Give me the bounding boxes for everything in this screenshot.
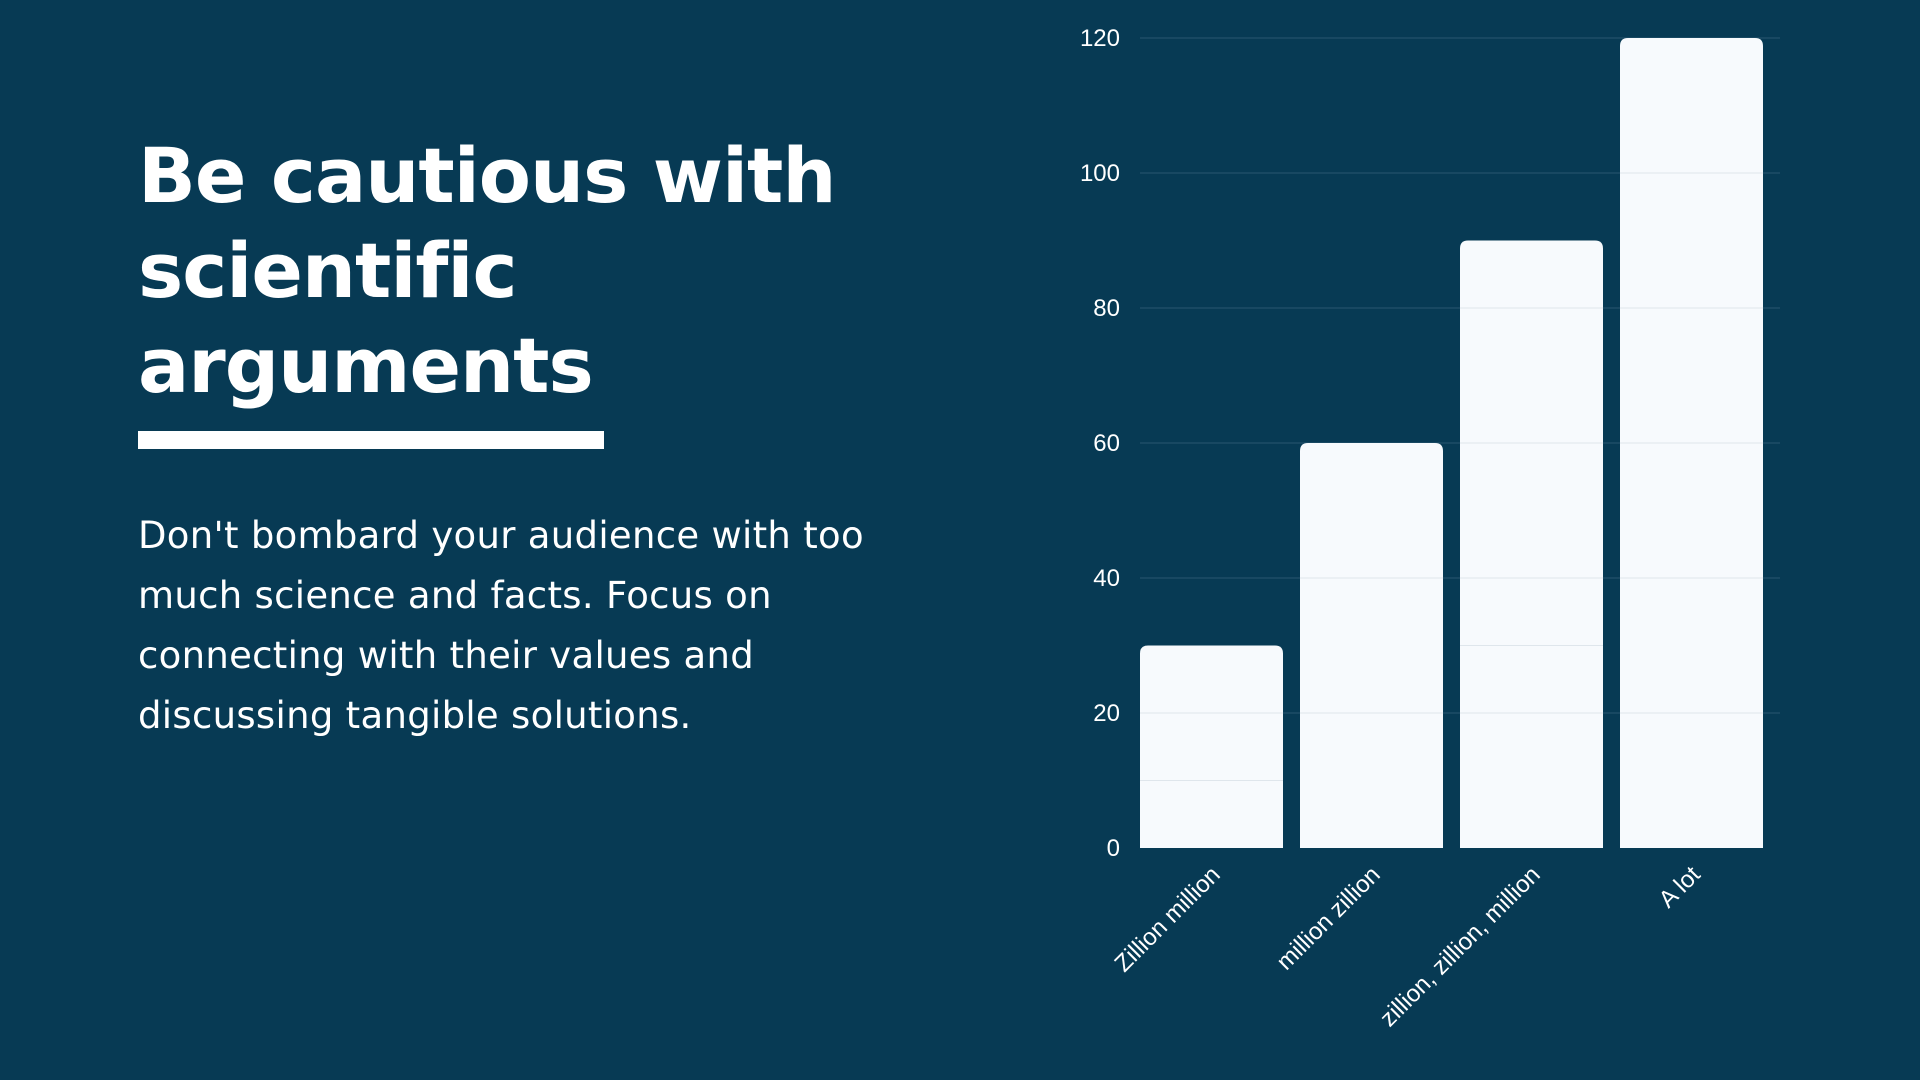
y-tick-labels: 0 20 40 60 80 100 120 [1080,25,1120,862]
bars [1140,38,1763,848]
x-tick-label: A lot [1654,861,1706,913]
bar-chart: 0 20 40 60 80 100 120 Zillion million million z… [1040,0,1840,1080]
x-tick-label: zillion, zillion, million [1375,861,1546,1032]
bar [1300,443,1443,848]
bar-chart-svg: 0 20 40 60 80 100 120 Zillion million million z… [1080,25,1780,1032]
title-underline [138,431,604,449]
y-tick-label: 120 [1080,25,1120,52]
bar [1460,240,1603,848]
y-tick-label: 40 [1093,565,1120,592]
bar [1140,645,1283,848]
y-tick-label: 80 [1093,295,1120,322]
x-tick-label: million zillion [1271,861,1385,975]
y-tick-label: 100 [1080,160,1120,187]
y-tick-label: 60 [1093,430,1120,457]
slide-body-text: Don't bombard your audience with too muc… [138,514,864,737]
slide-title: Be cautious with scientific arguments [138,131,836,410]
y-tick-label: 20 [1093,700,1120,727]
y-tick-label: 0 [1107,835,1120,862]
x-tick-label: Zillion million [1110,861,1226,977]
